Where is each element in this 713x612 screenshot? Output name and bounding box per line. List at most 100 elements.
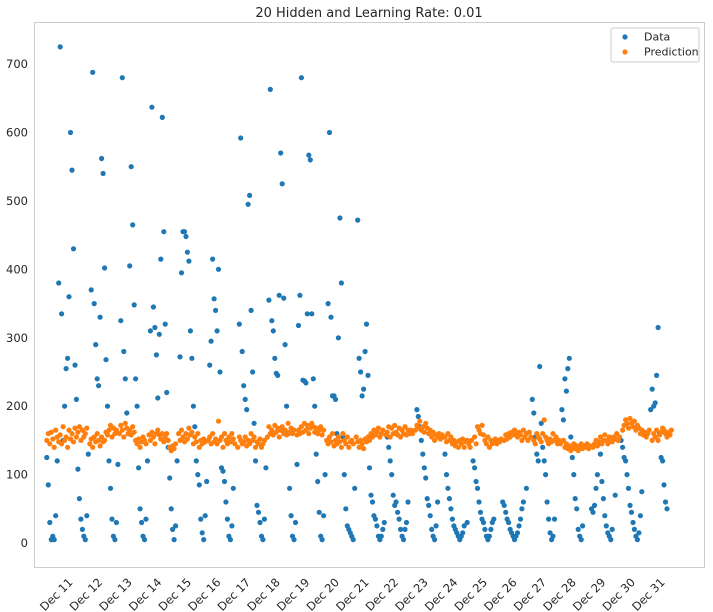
data-point [288, 513, 294, 519]
data-point [220, 468, 226, 474]
data-point [476, 499, 482, 505]
data-point [79, 526, 85, 533]
data-point [310, 376, 316, 382]
data-point [78, 516, 84, 522]
data-point [245, 201, 251, 207]
data-point [602, 513, 608, 519]
data-point [654, 372, 660, 378]
data-point [178, 270, 185, 276]
data-point [67, 129, 74, 136]
data-point [343, 506, 349, 512]
prediction-point [109, 434, 115, 440]
data-point [426, 502, 432, 508]
data-point [239, 348, 245, 355]
data-point [477, 509, 484, 515]
data-point [418, 437, 424, 443]
data-point [541, 458, 547, 464]
data-point [159, 114, 165, 120]
data-point [473, 478, 479, 485]
legend: Data Prediction [610, 27, 700, 63]
data-point [183, 233, 189, 240]
data-point [57, 44, 63, 50]
prediction-point [48, 429, 54, 435]
data-point [427, 513, 433, 519]
data-point [612, 492, 618, 498]
prediction-point [221, 431, 228, 437]
data-point [374, 523, 380, 529]
data-point [423, 475, 429, 481]
data-point [69, 167, 75, 173]
prediction-point [173, 441, 179, 447]
series-prediction [44, 415, 675, 454]
data-point [150, 304, 156, 310]
data-point [115, 461, 121, 467]
prediction-point [131, 429, 137, 435]
data-point [544, 499, 550, 505]
data-point [153, 352, 159, 358]
data-point [236, 321, 242, 327]
prediction-point [241, 439, 247, 445]
prediction-point [276, 434, 282, 440]
data-point [350, 537, 356, 543]
prediction-point [143, 441, 149, 447]
prediction-point [70, 439, 77, 445]
data-point [537, 363, 543, 370]
data-point [503, 509, 509, 515]
data-point [297, 292, 303, 298]
data-point [76, 496, 82, 502]
data-point [540, 444, 546, 450]
data-point [368, 492, 374, 498]
data-point [325, 301, 331, 307]
prediction-point [652, 434, 658, 440]
data-point [56, 280, 62, 286]
data-point [184, 249, 190, 255]
data-point [213, 307, 219, 313]
prediction-point [195, 431, 201, 437]
data-point [435, 499, 441, 505]
data-point [198, 516, 204, 522]
data-point [152, 324, 158, 331]
data-point [44, 454, 50, 461]
data-point [294, 461, 300, 467]
prediction-point [617, 434, 623, 440]
prediction-point [116, 431, 122, 437]
data-point [620, 444, 626, 450]
prediction-point [526, 429, 532, 435]
data-point [72, 362, 78, 368]
prediction-point [337, 439, 343, 445]
prediction-point [257, 436, 263, 442]
data-point [272, 355, 278, 361]
prediction-point [553, 434, 559, 440]
data-point [215, 266, 222, 272]
data-point [405, 499, 411, 505]
data-point [250, 369, 256, 375]
data-point [88, 287, 94, 293]
data-point [287, 485, 293, 491]
data-point [181, 229, 188, 235]
data-point [284, 403, 290, 409]
data-point [53, 513, 59, 519]
prediction-point [667, 432, 673, 438]
data-point [519, 506, 525, 512]
y-tick-label: 700 [6, 57, 28, 71]
prediction-point [79, 427, 85, 433]
data-point [144, 458, 151, 464]
prediction-point [242, 434, 248, 440]
prediction-point [326, 434, 333, 440]
data-point [631, 526, 638, 533]
prediction-point [442, 434, 448, 440]
prediction-point [189, 429, 195, 435]
prediction-point [624, 420, 630, 426]
data-point [242, 396, 248, 402]
data-point [139, 519, 145, 526]
data-point [337, 215, 343, 221]
prediction-point [541, 417, 547, 423]
prediction-point [134, 441, 140, 447]
data-point [124, 410, 130, 416]
prediction-point [155, 427, 161, 433]
prediction-point [76, 424, 82, 430]
data-point [131, 302, 137, 308]
prediction-point [329, 431, 336, 437]
prediction-point [335, 434, 341, 440]
data-point [328, 314, 334, 320]
